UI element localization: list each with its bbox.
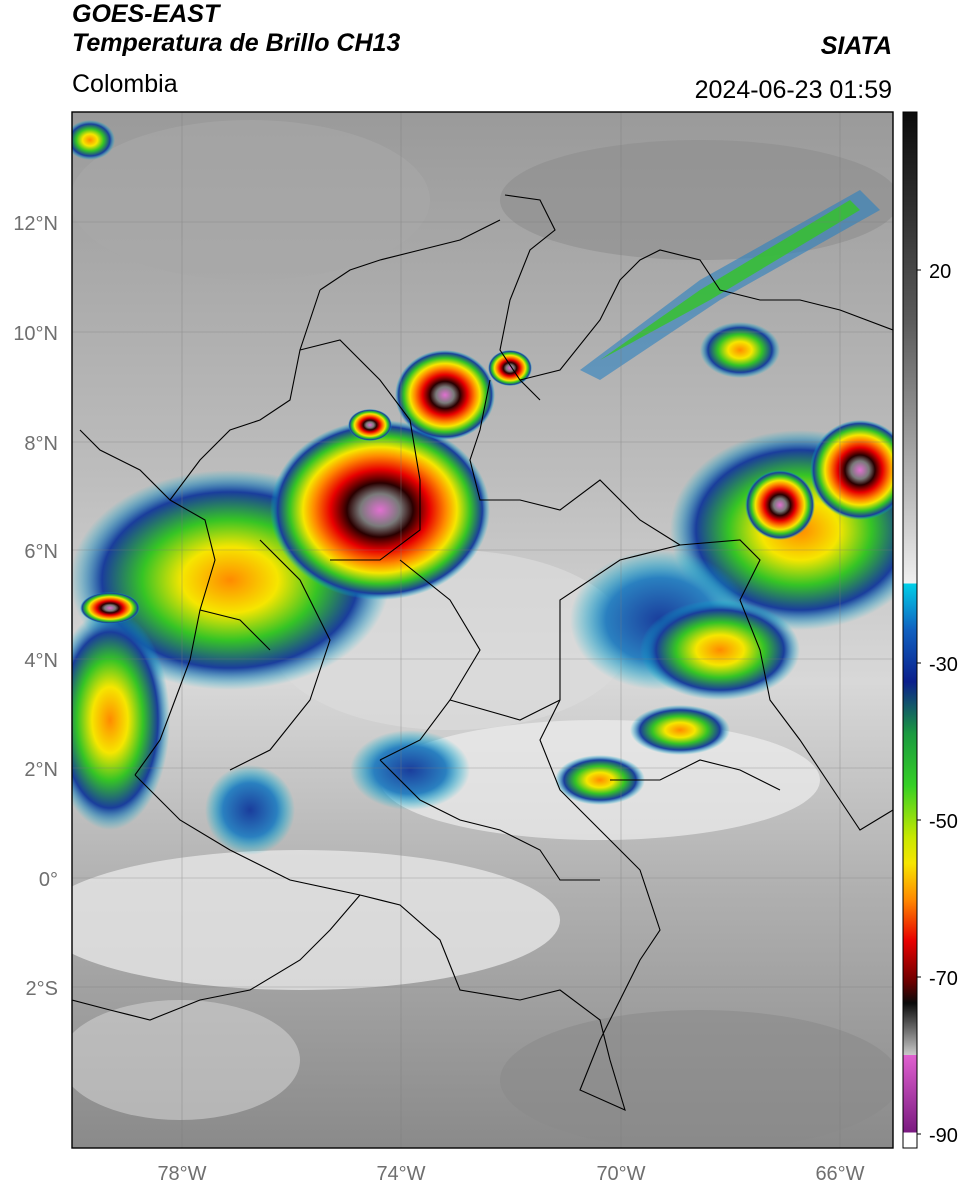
lat-label: 12°N bbox=[13, 213, 58, 235]
colorbar-ticks bbox=[917, 269, 921, 1135]
colorbar-tick-label: -90 bbox=[929, 1125, 958, 1147]
lon-label: 66°W bbox=[815, 1163, 864, 1185]
agency-label: SIATA bbox=[820, 32, 892, 60]
satellite-title: GOES-EAST bbox=[72, 0, 220, 28]
region-label: Colombia bbox=[72, 70, 178, 98]
lon-label: 70°W bbox=[596, 1163, 645, 1185]
lat-label: 8°N bbox=[24, 433, 58, 455]
lat-label: 4°N bbox=[24, 650, 58, 672]
lat-label: 2°S bbox=[26, 978, 58, 1000]
satellite-image bbox=[72, 112, 893, 1148]
timestamp-label: 2024-06-23 01:59 bbox=[694, 76, 892, 104]
lon-label: 74°W bbox=[376, 1163, 425, 1185]
colorbar bbox=[902, 111, 918, 1149]
storm-cell-guajira bbox=[488, 350, 532, 386]
lon-label: 78°W bbox=[157, 1163, 206, 1185]
lat-label: 10°N bbox=[13, 323, 58, 345]
colorbar-tick-label: -50 bbox=[929, 811, 958, 833]
map-frame bbox=[71, 111, 894, 1149]
colorbar-tick-label: 20 bbox=[929, 261, 951, 283]
colorbar-tick-label: -30 bbox=[929, 654, 958, 676]
storm-cell-north bbox=[395, 350, 495, 440]
lat-label: 2°N bbox=[24, 759, 58, 781]
colorbar-tick-label: -70 bbox=[929, 968, 958, 990]
lat-label: 6°N bbox=[24, 541, 58, 563]
meta-block: SIATA 2024-06-23 01:59 bbox=[695, 32, 892, 106]
country-borders bbox=[72, 194, 893, 1111]
storm-cell-central bbox=[270, 420, 490, 600]
graticule bbox=[72, 112, 893, 1148]
lat-label: 0° bbox=[39, 869, 58, 891]
product-title: Temperatura de Brillo CH13 bbox=[72, 29, 401, 57]
title-block: GOES-EAST Temperatura de Brillo CH13 Col… bbox=[72, 0, 400, 100]
